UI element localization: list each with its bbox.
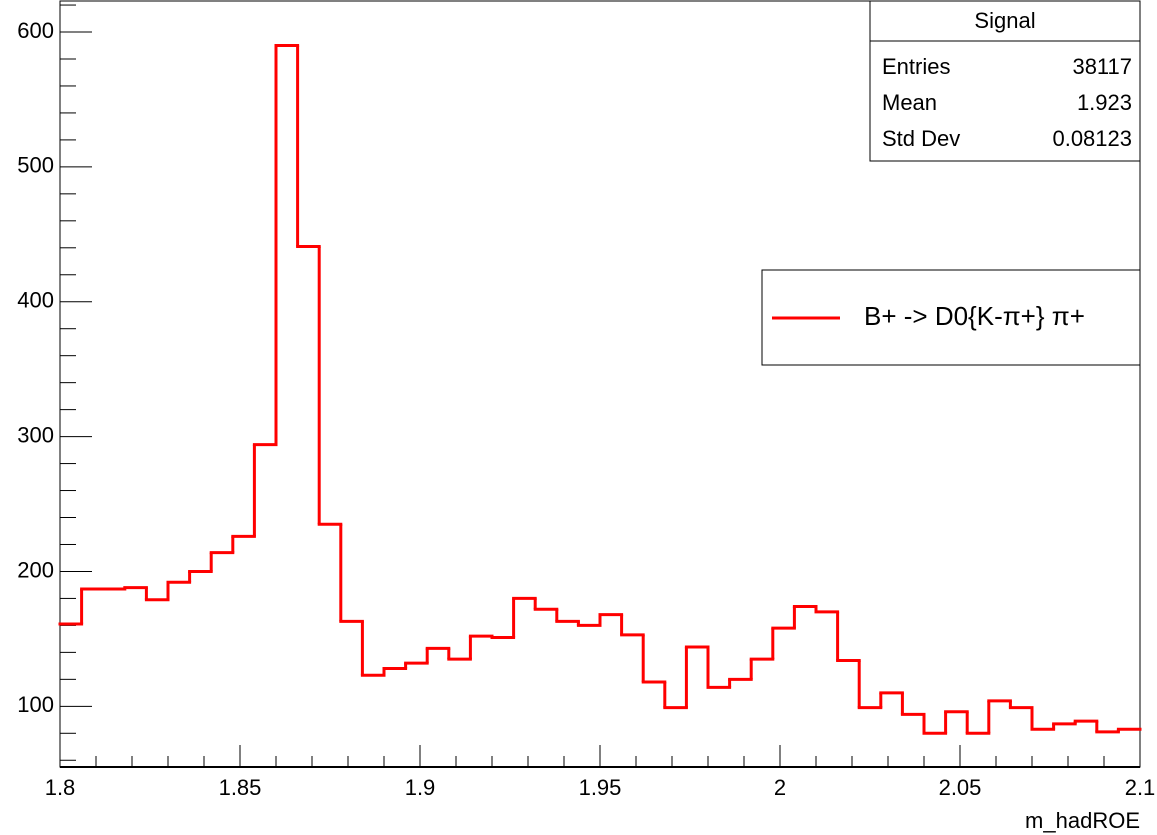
x-tick-label: 1.8 [45,775,76,800]
x-tick-label: 2.1 [1125,775,1156,800]
y-tick-label: 200 [17,557,54,582]
y-tick-label: 100 [17,692,54,717]
x-tick-label: 2 [774,775,786,800]
x-tick-label: 1.9 [405,775,436,800]
stats-label: Entries [882,54,950,79]
x-tick-label: 2.05 [939,775,982,800]
stats-label: Std Dev [882,126,960,151]
y-tick-label: 300 [17,422,54,447]
x-tick-label: 1.85 [219,775,262,800]
x-axis-label: m_hadROE [1025,808,1140,833]
stats-box [869,0,1141,162]
y-tick-label: 400 [17,288,54,313]
legend-label: B+ -> D0{K-π+} π+ [864,301,1085,331]
y-tick-label: 500 [17,153,54,178]
y-tick-label: 600 [17,18,54,43]
stats-value: 0.08123 [1052,126,1132,151]
stats-value: 38117 [1072,54,1132,79]
stats-label: Mean [882,90,937,115]
x-tick-label: 1.95 [579,775,622,800]
stats-title: Signal [974,8,1035,33]
stats-value: 1.923 [1077,90,1132,115]
